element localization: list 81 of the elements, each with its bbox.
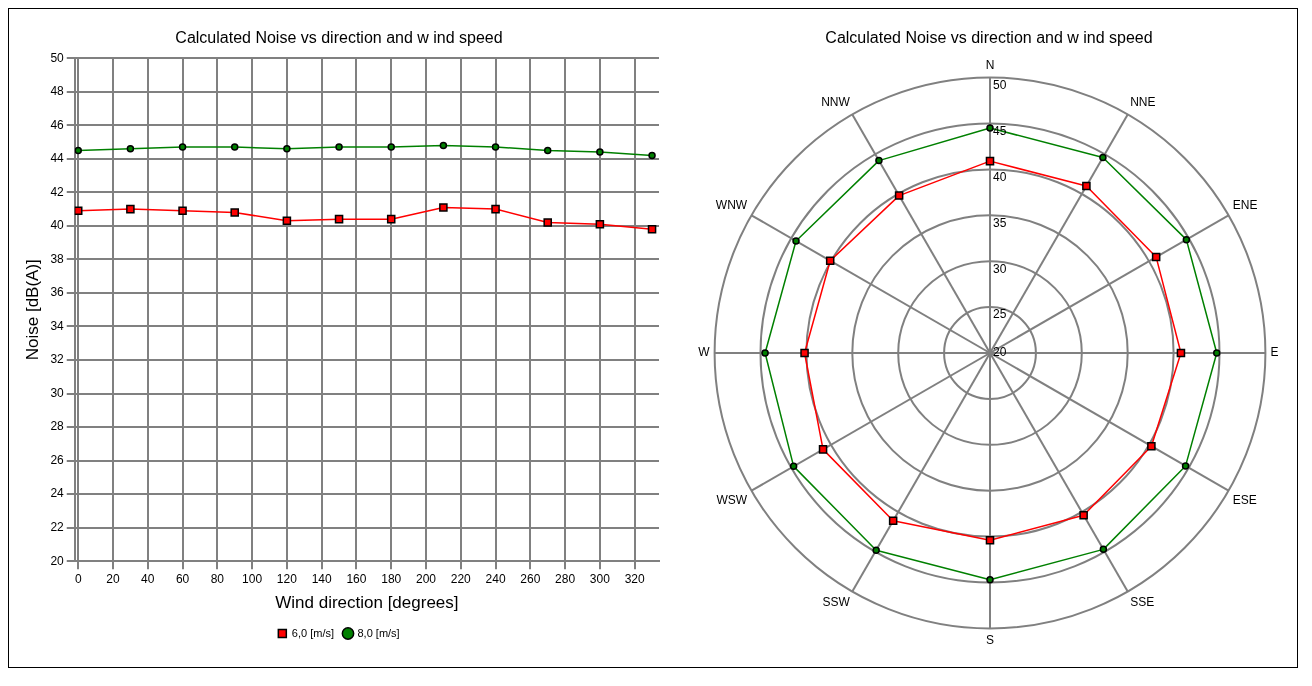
spoke-label: N: [985, 57, 995, 72]
point: [595, 219, 605, 229]
point: [386, 214, 396, 224]
y-tick-label: 28: [50, 419, 65, 434]
spoke-label: S: [985, 632, 995, 647]
point: [439, 141, 448, 150]
point: [334, 214, 344, 224]
y-tick-label: 50: [50, 50, 65, 65]
y-tick-label: 35: [993, 215, 1007, 230]
spoke-label: ESE: [1232, 492, 1257, 507]
point: [178, 206, 187, 216]
y-tick-label: 42: [50, 184, 65, 199]
point: [74, 146, 82, 155]
point: [543, 218, 552, 227]
spoke-label: SSE: [1130, 595, 1155, 610]
spoke-label: WNW: [715, 197, 748, 212]
y-tick-label: 22: [50, 519, 65, 534]
point: [439, 203, 448, 212]
x-tick-label: 320: [624, 571, 645, 586]
chart-title: Calculated Noise vs direction and w ind speed: [175, 29, 503, 47]
x-tick-label: 260: [520, 571, 541, 586]
x-tick-label: 0: [74, 571, 82, 586]
x-axis-title: Wind direction [degrees]: [275, 593, 459, 613]
x-tick-label: 220: [450, 571, 472, 586]
x-tick-label: 120: [276, 571, 298, 586]
x-tick-label: 160: [346, 571, 367, 586]
spoke-label: NNE: [1130, 95, 1156, 110]
legend-label: 6,0 [m/s]: [291, 626, 335, 639]
point: [648, 151, 656, 160]
point: [282, 216, 292, 226]
point: [335, 143, 343, 151]
y-tick-label: 36: [50, 285, 65, 300]
x-tick-label: 240: [485, 571, 506, 586]
point: [230, 208, 240, 217]
x-tick-label: 20: [106, 571, 120, 586]
y-axis-title: Noise [dB(A)]: [22, 259, 42, 361]
y-tick-label: 40: [993, 169, 1007, 184]
y-tick-label: 30: [50, 385, 65, 400]
y-tick-label: 50: [993, 77, 1007, 92]
spoke-label: WSW: [716, 492, 748, 507]
x-tick-label: 60: [175, 571, 190, 586]
point: [387, 143, 395, 151]
legend-label: 8,0 [m/s]: [357, 626, 400, 639]
point: [543, 146, 552, 155]
x-tick-label: 100: [242, 571, 263, 586]
y-tick-label: 34: [50, 318, 65, 333]
point: [596, 148, 604, 156]
point: [74, 206, 83, 216]
point: [230, 143, 239, 151]
point: [283, 144, 291, 153]
spoke-label: E: [1270, 345, 1279, 360]
chart-title: Calculated Noise vs direction and w ind speed: [825, 29, 1153, 47]
y-tick-label: 26: [50, 452, 65, 467]
y-tick-label: 24: [50, 486, 65, 501]
y-tick-label: 46: [50, 117, 65, 132]
y-tick-label: 40: [50, 218, 65, 233]
spoke-label: W: [698, 345, 711, 360]
x-tick-label: 40: [141, 571, 155, 586]
point: [647, 224, 657, 234]
x-tick-label: 280: [555, 571, 576, 586]
x-tick-label: 200: [415, 571, 437, 586]
y-tick-label: 25: [993, 307, 1007, 322]
point: [126, 144, 135, 153]
x-tick-label: 140: [311, 571, 332, 586]
spoke-label: ENE: [1232, 197, 1258, 212]
y-tick-label: 32: [50, 352, 65, 367]
point: [178, 143, 187, 151]
y-tick-label: 38: [50, 251, 65, 266]
x-tick-label: 300: [589, 571, 611, 586]
spoke-label: SSW: [822, 595, 851, 610]
y-tick-label: 48: [50, 84, 65, 99]
y-tick-label: 20: [50, 553, 65, 568]
y-tick-label: 20: [993, 345, 1007, 360]
x-tick-label: 180: [381, 571, 402, 586]
spoke-label: NNW: [821, 95, 851, 110]
point: [126, 204, 135, 214]
point: [491, 204, 500, 214]
y-tick-label: 30: [993, 261, 1007, 276]
y-tick-label: 44: [50, 151, 65, 166]
point: [491, 143, 500, 151]
x-tick-label: 80: [210, 571, 225, 586]
